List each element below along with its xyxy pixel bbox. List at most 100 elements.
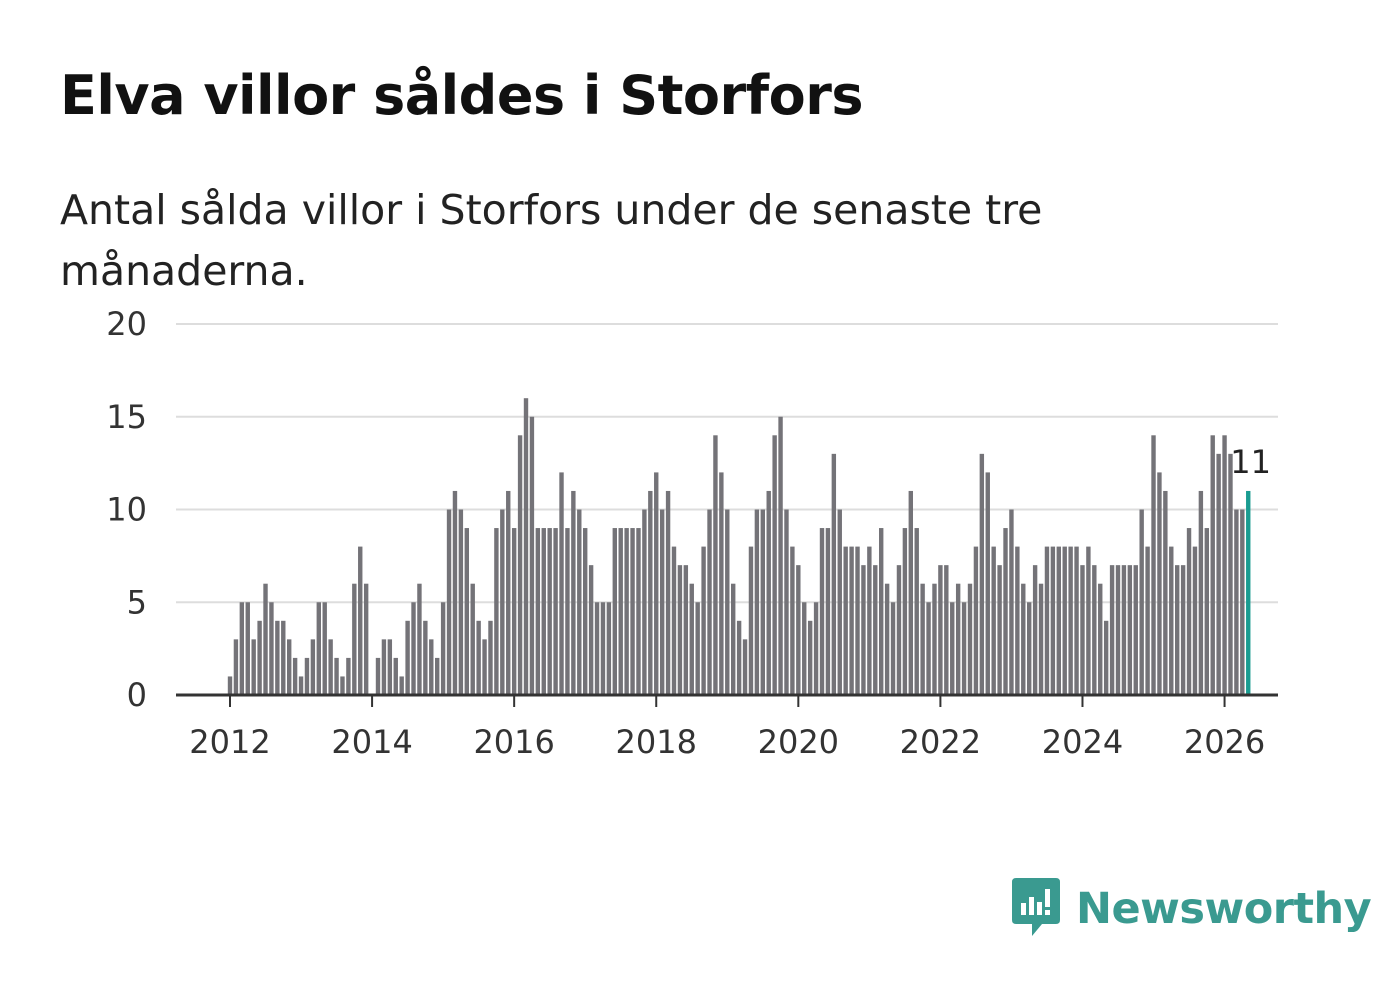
bar bbox=[967, 583, 973, 695]
bar bbox=[1186, 528, 1192, 695]
bar bbox=[1121, 565, 1127, 695]
bar bbox=[701, 546, 706, 695]
bar bbox=[511, 528, 517, 695]
x-tick-label: 2016 bbox=[473, 723, 554, 761]
bar bbox=[387, 639, 393, 695]
bar bbox=[263, 583, 268, 695]
bar bbox=[435, 657, 440, 695]
bar bbox=[707, 509, 712, 695]
bar bbox=[624, 528, 629, 695]
bar bbox=[1074, 546, 1079, 695]
bar bbox=[766, 490, 771, 695]
bar bbox=[233, 639, 239, 695]
bar bbox=[985, 472, 990, 695]
bar bbox=[731, 583, 736, 695]
bar bbox=[813, 602, 819, 695]
bar bbox=[399, 676, 404, 695]
bar bbox=[1222, 435, 1227, 695]
bar bbox=[695, 602, 700, 695]
bar-chart: 0 5 10 15 20 11 2012 2014 2016 2018 2020 2022 2024 20… bbox=[106, 305, 1278, 761]
bar bbox=[654, 472, 659, 695]
bar bbox=[464, 528, 469, 695]
bar bbox=[677, 565, 683, 695]
bar bbox=[772, 435, 777, 695]
bar bbox=[304, 657, 310, 695]
bar bbox=[1044, 546, 1050, 695]
bar bbox=[476, 620, 481, 695]
bar bbox=[541, 528, 546, 695]
bar bbox=[725, 509, 730, 695]
bar bbox=[754, 509, 760, 695]
bar bbox=[890, 602, 896, 695]
bar bbox=[547, 528, 552, 695]
axes: 0 5 10 15 20 11 2012 2014 2016 2018 2020 2022 2024 20… bbox=[106, 305, 1278, 761]
bar bbox=[1056, 546, 1061, 695]
bar bbox=[1068, 546, 1073, 695]
bar bbox=[950, 602, 955, 695]
y-tick-label: 0 bbox=[127, 676, 147, 714]
latest-value-label: 11 bbox=[1230, 443, 1271, 481]
bar bbox=[1204, 528, 1209, 695]
bar bbox=[594, 602, 600, 695]
bar bbox=[819, 528, 825, 695]
bar bbox=[902, 528, 908, 695]
bar bbox=[896, 565, 902, 695]
bar bbox=[1086, 546, 1091, 695]
bar bbox=[1127, 565, 1133, 695]
bar bbox=[1228, 453, 1233, 695]
bar bbox=[257, 620, 262, 695]
bar bbox=[565, 528, 570, 695]
bar bbox=[423, 620, 428, 695]
bar bbox=[577, 509, 582, 695]
bar-latest bbox=[1246, 490, 1251, 695]
bar bbox=[529, 416, 535, 695]
bar bbox=[665, 490, 671, 695]
bar bbox=[1103, 620, 1109, 695]
bar bbox=[961, 602, 967, 695]
y-tick-label: 5 bbox=[127, 583, 147, 621]
bar bbox=[251, 639, 256, 695]
bar bbox=[1198, 490, 1204, 695]
bar bbox=[908, 490, 913, 695]
bar bbox=[831, 453, 837, 695]
bar bbox=[719, 472, 724, 695]
bar bbox=[796, 565, 801, 695]
y-tick-label: 15 bbox=[106, 398, 147, 436]
bar bbox=[1003, 528, 1008, 695]
bar bbox=[630, 528, 635, 695]
bar bbox=[1038, 583, 1044, 695]
bar bbox=[867, 546, 872, 695]
bar bbox=[1175, 565, 1180, 695]
bar bbox=[1234, 509, 1239, 695]
bar bbox=[938, 565, 943, 695]
bar bbox=[559, 472, 564, 695]
bar bbox=[825, 528, 831, 695]
bar bbox=[316, 602, 321, 695]
bar bbox=[932, 583, 937, 695]
bar bbox=[1109, 565, 1115, 695]
bar bbox=[352, 583, 357, 695]
bar bbox=[523, 398, 529, 695]
bar bbox=[1080, 565, 1085, 695]
x-tick-label: 2024 bbox=[1042, 723, 1123, 761]
bar bbox=[588, 565, 594, 695]
bar bbox=[1027, 602, 1032, 695]
bar bbox=[1180, 565, 1186, 695]
bar bbox=[748, 546, 754, 695]
bar bbox=[535, 528, 541, 695]
bar bbox=[375, 657, 381, 695]
bar bbox=[1216, 453, 1221, 695]
bar bbox=[671, 546, 677, 695]
bar bbox=[884, 583, 890, 695]
chart-subtitle: Antal sålda villor i Storfors under de s… bbox=[60, 186, 1043, 295]
bar bbox=[494, 528, 499, 695]
bar bbox=[790, 546, 795, 695]
bar bbox=[1098, 583, 1103, 695]
bar bbox=[393, 657, 398, 695]
bar bbox=[440, 602, 446, 695]
bar bbox=[1157, 472, 1162, 695]
bar bbox=[1210, 435, 1215, 695]
y-tick-label: 20 bbox=[106, 305, 147, 343]
bar bbox=[861, 565, 866, 695]
bar bbox=[517, 435, 523, 695]
